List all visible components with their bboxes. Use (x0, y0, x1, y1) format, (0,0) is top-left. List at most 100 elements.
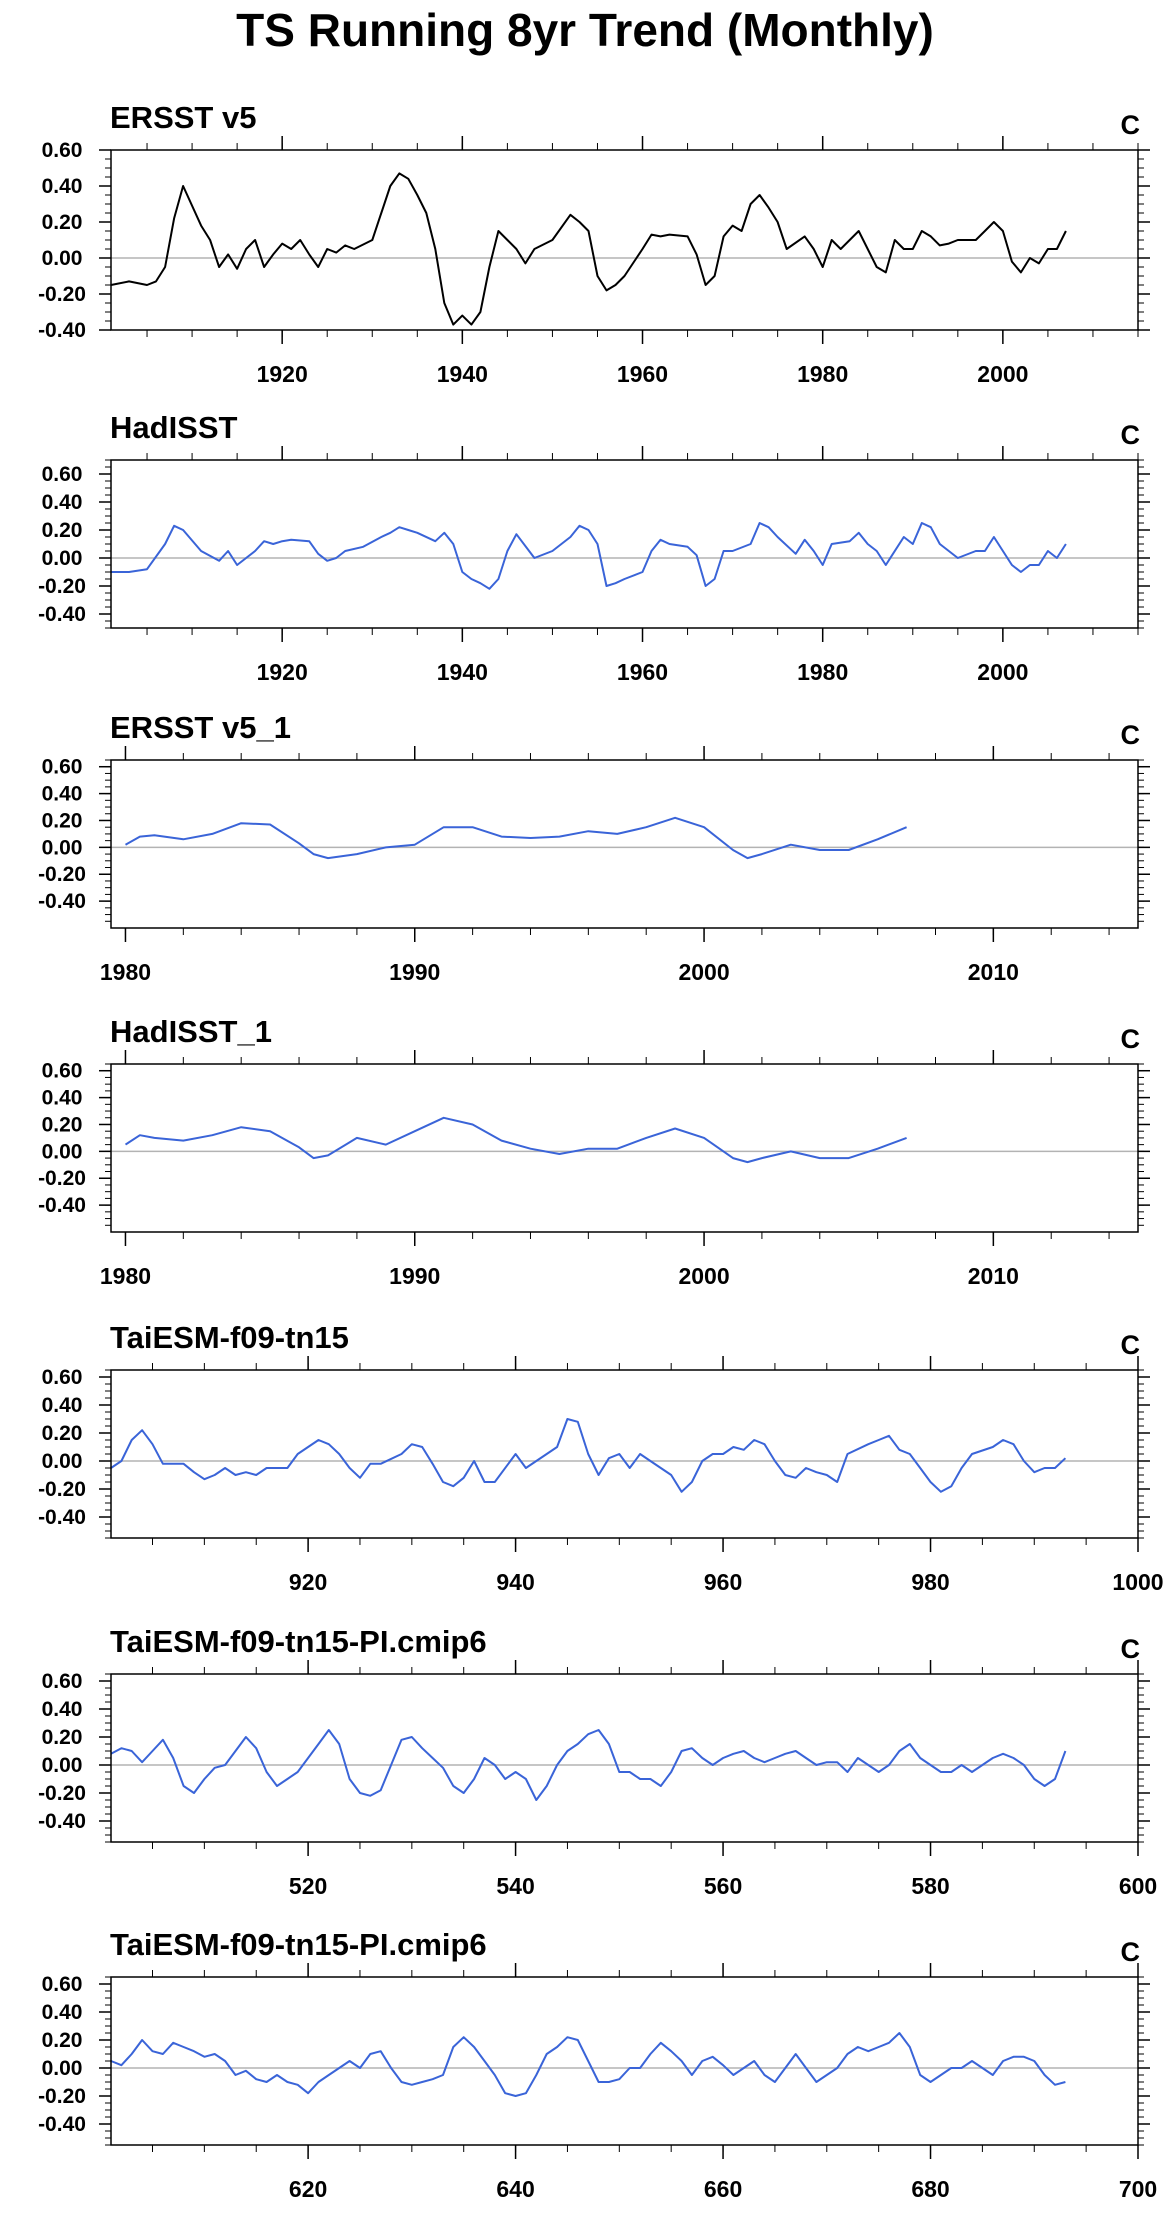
y-tick-label: 0.40 (42, 491, 83, 514)
panel-title: HadISST_1 (110, 1014, 272, 1049)
y-tick-label: 0.20 (42, 2029, 83, 2052)
series-line (125, 816, 907, 860)
plot-frame (110, 1976, 1139, 2146)
x-tick-label: 600 (1119, 1873, 1157, 1899)
y-tick-label: 0.60 (42, 756, 83, 779)
x-tick-label: 1960 (617, 361, 668, 387)
x-tick-label: 520 (289, 1873, 327, 1899)
y-tick-label: -0.20 (38, 1478, 86, 1501)
x-tick-label: 1940 (437, 659, 488, 685)
x-tick-label: 1980 (100, 1263, 151, 1289)
y-tick-label: 0.40 (42, 2001, 83, 2024)
x-tick-label: 1000 (1112, 1569, 1163, 1595)
chart-panel: ERSST v5_1 C -0.40 -0.20 0.00 0.20 0.40 0.60 198… (38, 710, 1150, 985)
x-tick-label: 920 (289, 1569, 327, 1595)
y-tick-label: -0.20 (38, 575, 86, 598)
y-tick-label: 0.00 (42, 1140, 83, 1163)
panel-title: HadISST (110, 410, 238, 445)
y-tick-label: 0.00 (42, 547, 83, 570)
y-tick-label: 0.20 (42, 1726, 83, 1749)
x-tick-label: 960 (704, 1569, 742, 1595)
x-tick-label: 580 (911, 1873, 949, 1899)
y-tick-label: 0.00 (42, 1754, 83, 1777)
plot-frame (110, 1063, 1139, 1233)
plot-frame (110, 1673, 1139, 1843)
series-line (111, 522, 1067, 590)
x-tick-label: 680 (911, 2176, 949, 2202)
chart-panels: ERSST v5 C -0.40 -0.20 0.00 0.20 0.40 0.60 1920 1… (38, 100, 1164, 2202)
x-tick-label: 1940 (437, 361, 488, 387)
panel-units: C (1121, 420, 1141, 450)
y-tick-label: -0.20 (38, 2085, 86, 2108)
y-tick-label: 0.20 (42, 519, 83, 542)
plot-frame (110, 759, 1139, 929)
y-tick-label: -0.20 (38, 283, 86, 306)
plot-frame (110, 149, 1139, 331)
y-tick-label: 0.60 (42, 1973, 83, 1996)
chart-panel: HadISST_1 C -0.40 -0.20 0.00 0.20 0.40 0.60 1980… (38, 1014, 1150, 1289)
series-line (110, 1418, 1067, 1493)
panel-title: ERSST v5 (110, 100, 256, 135)
y-tick-label: 0.20 (42, 1113, 83, 1136)
y-tick-label: 0.20 (42, 809, 83, 832)
y-tick-label: 0.40 (42, 1087, 83, 1110)
y-tick-label: -0.20 (38, 1782, 86, 1805)
x-tick-label: 1990 (389, 959, 440, 985)
y-tick-label: 0.00 (42, 247, 83, 270)
y-tick-label: 0.00 (42, 2057, 83, 2080)
y-tick-label: -0.40 (38, 1506, 86, 1529)
y-tick-label: -0.40 (38, 603, 86, 626)
chart-panel: TaiESM-f09-tn15-PI.cmip6 C -0.40 -0.20 0.00 0… (38, 1927, 1157, 2202)
x-tick-label: 620 (289, 2176, 327, 2202)
y-tick-label: 0.20 (42, 1422, 83, 1445)
x-tick-label: 2000 (977, 361, 1028, 387)
y-tick-label: 0.60 (42, 139, 83, 162)
y-tick-label: 0.40 (42, 783, 83, 806)
chart-panel: ERSST v5 C -0.40 -0.20 0.00 0.20 0.40 0.60 1920 1… (38, 100, 1150, 387)
plot-frame (110, 1369, 1139, 1539)
series-line (110, 1729, 1067, 1801)
x-tick-label: 1960 (617, 659, 668, 685)
figure-title: TS Running 8yr Trend (Monthly) (236, 4, 934, 56)
y-tick-label: 0.00 (42, 1450, 83, 1473)
x-tick-label: 2000 (977, 659, 1028, 685)
panel-title: ERSST v5_1 (110, 710, 291, 745)
y-tick-label: -0.40 (38, 1194, 86, 1217)
y-tick-label: -0.40 (38, 319, 86, 342)
x-tick-label: 660 (704, 2176, 742, 2202)
x-tick-label: 1920 (257, 659, 308, 685)
x-tick-label: 1980 (100, 959, 151, 985)
y-tick-label: 0.60 (42, 1366, 83, 1389)
y-tick-label: 0.60 (42, 1670, 83, 1693)
panel-units: C (1121, 110, 1141, 140)
panel-title: TaiESM-f09-tn15-PI.cmip6 (110, 1927, 487, 1962)
y-tick-label: 0.40 (42, 1698, 83, 1721)
x-tick-label: 640 (496, 2176, 534, 2202)
panel-units: C (1121, 1330, 1141, 1360)
x-tick-label: 700 (1119, 2176, 1157, 2202)
y-tick-label: -0.40 (38, 1810, 86, 1833)
panel-title: TaiESM-f09-tn15 (110, 1320, 349, 1355)
y-tick-label: -0.40 (38, 890, 86, 913)
panel-units: C (1121, 720, 1141, 750)
x-tick-label: 2000 (678, 959, 729, 985)
x-tick-label: 1990 (389, 1263, 440, 1289)
chart-panel: TaiESM-f09-tn15-PI.cmip6 C -0.40 -0.20 0.00 0… (38, 1624, 1157, 1899)
x-tick-label: 540 (496, 1873, 534, 1899)
x-tick-label: 1920 (257, 361, 308, 387)
chart-panel: HadISST C -0.40 -0.20 0.00 0.20 0.40 0.60 1920 19… (38, 410, 1150, 685)
y-tick-label: 0.40 (42, 1394, 83, 1417)
panel-units: C (1121, 1024, 1141, 1054)
y-tick-label: 0.40 (42, 175, 83, 198)
x-tick-label: 2010 (968, 959, 1019, 985)
x-tick-label: 560 (704, 1873, 742, 1899)
y-tick-label: 0.60 (42, 1060, 83, 1083)
panel-units: C (1121, 1634, 1141, 1664)
panel-units: C (1121, 1937, 1141, 1967)
series-line (110, 2032, 1066, 2097)
x-tick-label: 940 (496, 1569, 534, 1595)
chart-panel: TaiESM-f09-tn15 C -0.40 -0.20 0.00 0.20 0.40 0.… (38, 1320, 1164, 1595)
series-line (110, 172, 1067, 326)
